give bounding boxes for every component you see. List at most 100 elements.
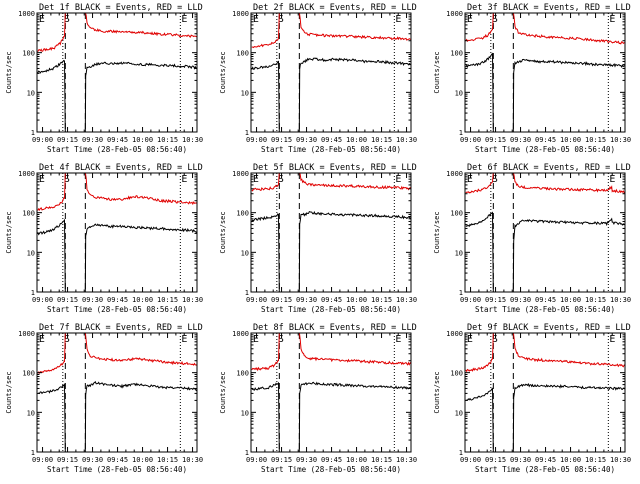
y-tick-label: 1000 <box>232 170 249 178</box>
panel-det-9f: Det 9f BLACK = Events, RED = LLD Counts/s… <box>433 323 631 474</box>
y-tick-label: 1 <box>31 289 35 297</box>
panel-title: Det 9f BLACK = Events, RED = LLD <box>467 323 631 333</box>
x-axis-label: Start Time (28-Feb-05 08:56:40) <box>261 145 401 154</box>
panel-title: Det 6f BLACK = Events, RED = LLD <box>467 163 631 173</box>
x-axis-label: Start Time (28-Feb-05 08:56:40) <box>47 305 187 314</box>
panel-title: Det 4f BLACK = Events, RED = LLD <box>39 163 203 173</box>
y-tick-label: 100 <box>236 210 249 218</box>
x-axis-label: Start Time (28-Feb-05 08:56:40) <box>475 305 615 314</box>
panel-det-2f: Det 2f BLACK = Events, RED = LLD Counts/s… <box>219 3 417 154</box>
marker-label-e-right: E <box>395 334 401 345</box>
y-axis-label: Counts/sec <box>433 371 441 413</box>
series-line-events <box>465 52 625 132</box>
x-tick-label: 09:00 <box>246 136 267 144</box>
y-tick-label: 100 <box>22 210 35 218</box>
x-tick-label: 10:15 <box>157 456 178 464</box>
marker-label-e-right: E <box>609 174 615 185</box>
y-tick-label: 100 <box>450 50 463 58</box>
x-tick-label: 09:00 <box>32 456 53 464</box>
x-tick-label: 09:00 <box>460 136 481 144</box>
x-axis-label: Start Time (28-Feb-05 08:56:40) <box>47 465 187 474</box>
x-tick-label: 10:30 <box>396 136 417 144</box>
x-tick-label: 10:15 <box>585 136 606 144</box>
x-axis-label: Start Time (28-Feb-05 08:56:40) <box>475 145 615 154</box>
x-tick-label: 09:45 <box>107 456 128 464</box>
series-line-events <box>251 210 411 292</box>
x-tick-label: 09:45 <box>535 296 556 304</box>
marker-label-s: S <box>278 174 284 185</box>
y-tick-label: 1 <box>245 289 249 297</box>
y-tick-label: 10 <box>241 89 249 97</box>
y-axis-label: Counts/sec <box>219 371 227 413</box>
y-tick-label: 1000 <box>232 10 249 18</box>
y-axis-label: Counts/sec <box>219 211 227 253</box>
panel-title: Det 7f BLACK = Events, RED = LLD <box>39 323 203 333</box>
x-tick-label: 09:15 <box>57 136 78 144</box>
x-tick-label: 09:00 <box>460 456 481 464</box>
x-tick-label: 10:00 <box>560 296 581 304</box>
x-tick-label: 10:15 <box>371 456 392 464</box>
marker-label-e-right: E <box>181 334 187 345</box>
x-tick-label: 10:30 <box>610 136 631 144</box>
y-tick-label: 10 <box>455 409 463 417</box>
y-tick-label: 1 <box>459 129 463 137</box>
x-tick-label: 09:45 <box>321 136 342 144</box>
plot-frame <box>250 172 412 293</box>
y-tick-label: 100 <box>236 50 249 58</box>
x-tick-label: 10:00 <box>346 136 367 144</box>
series-line-events <box>37 380 197 452</box>
marker-label-e-left: E <box>467 174 473 185</box>
y-tick-label: 1000 <box>446 170 463 178</box>
y-tick-label: 1000 <box>446 330 463 338</box>
y-tick-label: 10 <box>241 409 249 417</box>
x-tick-label: 10:30 <box>610 296 631 304</box>
panel-det-5f: Det 5f BLACK = Events, RED = LLD Counts/s… <box>219 163 417 314</box>
x-tick-label: 10:00 <box>132 136 153 144</box>
y-tick-label: 10 <box>455 89 463 97</box>
panel-det-7f: Det 7f BLACK = Events, RED = LLD Counts/s… <box>5 323 203 474</box>
x-tick-label: 09:00 <box>32 136 53 144</box>
x-tick-label: 10:30 <box>182 296 203 304</box>
panel-det-4f: Det 4f BLACK = Events, RED = LLD Counts/s… <box>5 163 203 314</box>
marker-label-e-left: E <box>39 334 45 345</box>
marker-label-e-right: E <box>181 14 187 25</box>
x-axis-label: Start Time (28-Feb-05 08:56:40) <box>261 305 401 314</box>
marker-label-e-left: E <box>39 174 45 185</box>
x-tick-label: 09:15 <box>57 456 78 464</box>
x-tick-label: 09:45 <box>321 296 342 304</box>
marker-label-e-left: E <box>253 334 259 345</box>
y-tick-label: 100 <box>450 210 463 218</box>
x-tick-label: 09:30 <box>510 296 531 304</box>
y-tick-label: 10 <box>27 409 35 417</box>
y-tick-label: 1000 <box>18 330 35 338</box>
x-axis-label: Start Time (28-Feb-05 08:56:40) <box>261 465 401 474</box>
y-axis-label: Counts/sec <box>433 211 441 253</box>
marker-label-e-right: E <box>395 14 401 25</box>
marker-label-e-left: E <box>253 174 259 185</box>
marker-label-s: S <box>64 14 70 25</box>
marker-label-e-right: E <box>181 174 187 185</box>
x-tick-label: 09:15 <box>485 296 506 304</box>
series-line-events <box>251 381 411 452</box>
y-tick-label: 10 <box>27 89 35 97</box>
plot-frame <box>36 172 198 293</box>
x-tick-label: 09:15 <box>271 456 292 464</box>
y-tick-label: 100 <box>22 370 35 378</box>
plot-frame <box>464 172 626 293</box>
y-tick-label: 100 <box>22 50 35 58</box>
series-line-events <box>37 59 197 132</box>
x-tick-label: 10:15 <box>585 456 606 464</box>
plot-frame <box>36 332 198 453</box>
x-tick-label: 09:30 <box>82 136 103 144</box>
marker-label-s: S <box>64 334 70 345</box>
x-tick-label: 09:30 <box>296 456 317 464</box>
y-tick-label: 100 <box>450 370 463 378</box>
marker-label-e-right: E <box>609 334 615 345</box>
x-axis-label: Start Time (28-Feb-05 08:56:40) <box>47 145 187 154</box>
x-tick-label: 09:30 <box>82 456 103 464</box>
x-tick-label: 09:30 <box>82 296 103 304</box>
series-line-lld <box>251 333 411 372</box>
panel-title: Det 1f BLACK = Events, RED = LLD <box>39 3 203 13</box>
series-line-lld <box>37 333 197 375</box>
